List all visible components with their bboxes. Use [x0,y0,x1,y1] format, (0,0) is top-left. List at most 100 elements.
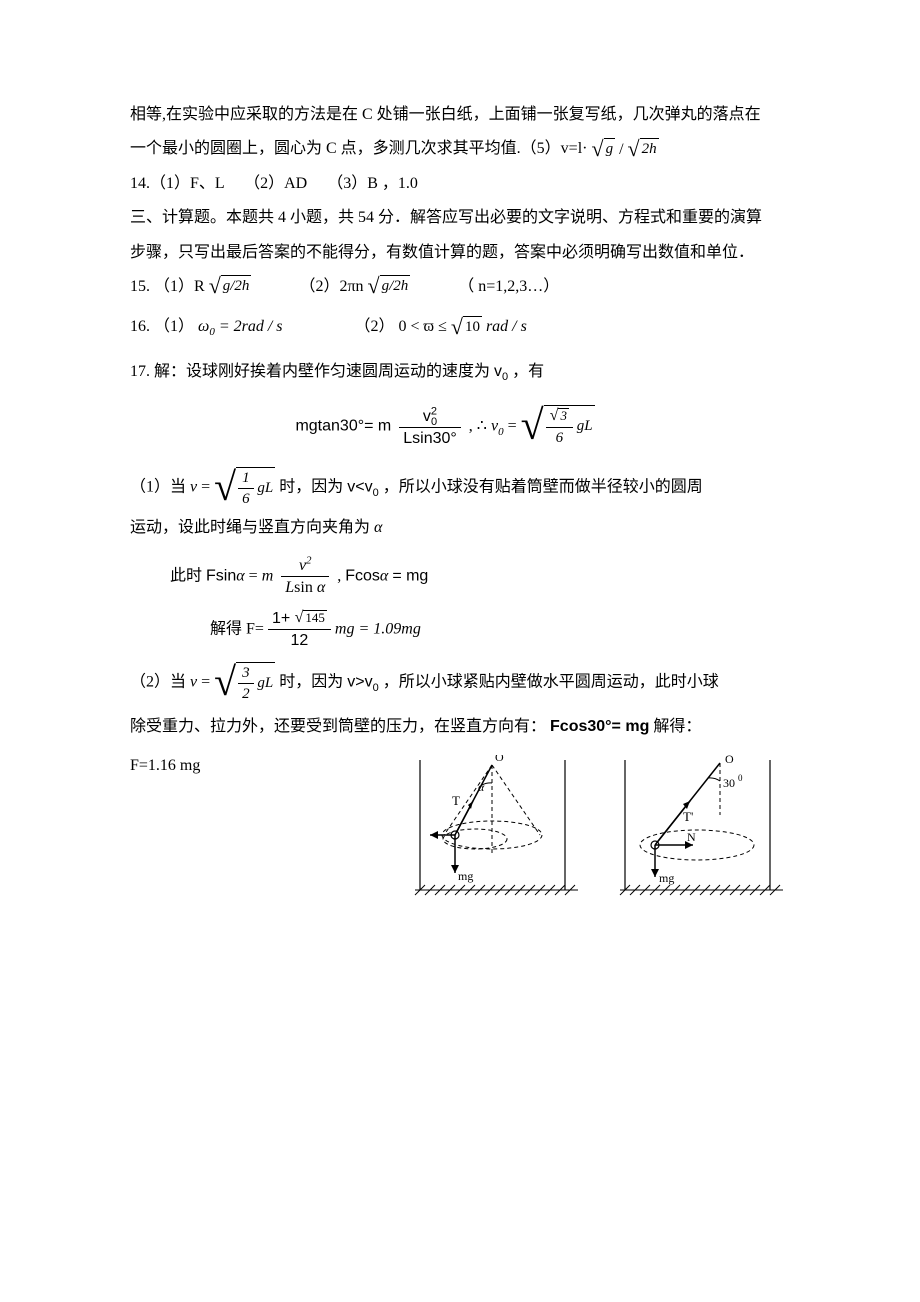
eq2-pre: 此时 [170,567,206,584]
eq2-den-L: L [285,579,294,596]
p1-v: v [190,479,197,496]
eq3-den: 12 [268,630,331,650]
q17-p4: F=1.16 mg [130,751,200,781]
q15-sqrt1-body: g/2h [221,275,252,299]
radical-icon: √ [451,316,463,340]
q15-mid: （2）2πn [299,278,363,295]
eq1-num-sub: 0 [431,416,437,428]
eq1-sqrt: √ √ 3 6 gL [521,405,595,449]
q13-line-b: 一个最小的圆圈上，圆心为 C 点，多测几次求其平均值.（5）v=l· √ g /… [130,134,800,165]
q17-eq2: 此时 Fsinα = m v2 Lsin α , Fcosα = mg [170,556,800,597]
q15-tail: （ n=1,2,3…） [458,278,559,295]
sec3-heading2: 步骤，只写出最后答案的不能得分，有数值计算的题，答案中必须明确写出数值和单位． [130,238,800,268]
label-deg: 0 [738,773,743,783]
divide-slash: / [619,135,623,165]
label-O: O [725,755,734,766]
eq2-den-sin: sin [294,579,317,596]
radical-icon: √ [368,275,380,299]
label-mg: mg [458,869,473,883]
radical-icon: √ [628,138,640,162]
q16-omega0-sub: 0 [209,327,215,339]
q16-mid: （2） [355,318,395,335]
eq1-sqrt-den: 6 [546,428,573,447]
sqrt-g-body: g [604,138,616,162]
diagram-right: O 30 0 T' N mg [605,755,790,910]
radical-icon: √ [295,610,304,628]
eq3-tail: mg = 1.09mg [335,620,421,637]
q15-sqrt2: √ g/2h [368,275,411,299]
p3c: 解得： [653,718,701,735]
eq1-sqrt-frac: √ 3 6 [546,407,573,447]
q15-prefix: 15. （1）R [130,278,205,295]
p2-v: v [190,674,197,691]
q15-line: 15. （1）R √ g/2h （2）2πn √ g/2h （ n=1,2,3…… [130,272,800,302]
q17-eq3: 解得 F= 1+ √ 145 12 mg = 1.09mg [210,609,800,650]
q17-p2: （2）当 v = √ 3 2 gL 时，因为 v>v0 ，所以小球紧贴内壁做水平… [130,662,800,704]
p2-vgt-sub: 0 [373,682,379,694]
label-O: O [495,755,504,764]
label-T: T [452,793,460,808]
eq1-den: Lsin30° [399,428,461,448]
eq1-mid: , ∴ [469,418,491,435]
radical-icon: √ [214,467,236,509]
sqrt-2h: √ 2h [628,138,659,162]
sqrt-2h-body: 2h [640,138,659,162]
figure-wrap: O α T mg [200,755,790,910]
bottom-row: F=1.16 mg [130,747,800,910]
radical-icon: √ [591,138,603,162]
p1-vlt: v<v [347,479,372,496]
radical-icon: √ [214,662,236,704]
p1-gL: gL [257,480,273,496]
radical-icon: √ [521,405,544,449]
q13-text-b: 一个最小的圆圈上，圆心为 C 点，多测几次求其平均值.（5）v=l· [130,140,587,157]
p2-mid: 时，因为 [279,674,347,691]
label-mg: mg [659,871,674,885]
p3b: Fcos30°= mg [550,718,649,735]
eq1-v0: v [491,418,498,435]
label-Tp: T' [683,809,693,824]
eq2-eq1: = [249,567,262,584]
p3a: 除受重力、拉力外，还要受到筒壁的压力，在竖直方向有： [130,718,546,735]
q17-v0-sub: 0 [502,371,508,383]
eq1-num-v: v [423,408,431,425]
q17-p3: 除受重力、拉力外，还要受到筒壁的压力，在竖直方向有： Fcos30°= mg 解… [130,712,800,742]
eq1-frac: v20 Lsin30° [399,407,461,448]
p1-sqrt: √ 1 6 gL [214,467,275,509]
p2-frac-den: 2 [238,684,254,703]
q17-p1: （1）当 v = √ 1 6 gL 时，因为 v<v0 ，所以小球没有贴着筒壁而… [130,467,800,509]
eq2-den-alpha: α [317,579,325,596]
p2-post: ，所以小球紧贴内壁做水平圆周运动，此时小球 [383,674,719,691]
q16-eq1-rhs: = 2rad / s [219,318,283,335]
eq1-eqs: = [508,418,521,435]
arrowhead-icon [430,831,438,839]
label-N: N [687,830,696,844]
p2-pre: （2）当 [130,674,190,691]
p1b-alpha: α [374,519,382,536]
p1-pre: （1）当 [130,479,190,496]
eq3-sqrt: √ 145 [295,610,327,628]
radical-icon: √ [209,275,221,299]
p1-post: ，所以小球没有贴着筒壁而做半径较小的圆周 [383,479,703,496]
p1-mid: 时，因为 [279,479,347,496]
p1b-text: 运动，设此时绳与竖直方向夹角为 [130,519,370,536]
page-root: 相等,在实验中应采取的方法是在 C 处铺一张白纸，上面铺一张复写纸，几次弹丸的落… [0,0,920,1302]
p1-eq: = [201,479,214,496]
eq3-frac: 1+ √ 145 12 [268,609,331,650]
q16-eq2-tail: rad / s [486,318,527,335]
sqrt-g: √ g [591,138,615,162]
p2-frac-num: 3 [238,664,254,684]
eq3-num1: 1+ [272,610,290,627]
q17-line1-b: ，有 [512,363,544,380]
p2-eq: = [201,674,214,691]
label-30: 30 [723,776,735,790]
q17-line1-a: 17. 解：设球刚好挨着内壁作匀速圆周运动的速度为 [130,363,490,380]
eq2-F2: Fcos [345,567,380,584]
p2-gL: gL [257,675,273,691]
eq1-gL: gL [577,418,593,434]
diagram-left: O α T mg [400,755,585,910]
q16-prefix: 16. （1） [130,318,194,335]
q16-line: 16. （1） ω0 = 2rad / s （2） 0 < ϖ ≤ √ 10 r… [130,312,800,342]
eq2-frac: v2 Lsin α [281,556,329,597]
p1-vlt-sub: 0 [373,487,379,499]
eq2-eq2: = mg [392,567,428,584]
